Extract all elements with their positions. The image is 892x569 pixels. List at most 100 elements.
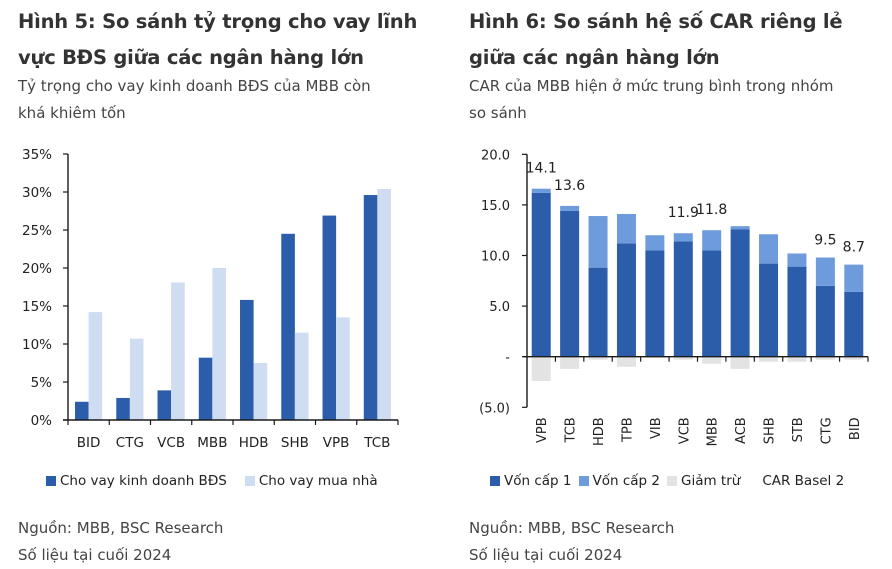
bar-tcb-real-estate-business — [363, 195, 378, 420]
figure-5-legend: Cho vay kinh doanh BĐS Cho vay mua nhà — [46, 473, 396, 489]
legend-label: Vốn cấp 1 — [504, 473, 572, 489]
bar-acb-tier-2 — [730, 226, 750, 230]
bar-hdb-real-estate-business — [240, 299, 254, 420]
x-tick-label-hdb: HDB — [239, 435, 269, 451]
x-tick-label-tpb: TPB — [620, 417, 635, 443]
bar-tpb-deduction — [616, 356, 636, 367]
figure-5-title-line-2: vực BĐS giữa các ngân hàng lớn — [18, 46, 364, 69]
figure-6-legend: Vốn cấp 1 Vốn cấp 2 Giảm trừ CAR Basel 2 — [490, 473, 862, 489]
bar-shb-tier-1 — [759, 263, 779, 357]
bar-ctg-deduction — [815, 356, 835, 360]
y-tick-label: 25% — [22, 223, 52, 239]
bar-vpb-real-estate-business — [322, 215, 337, 420]
bar-shb-tier-2 — [759, 234, 779, 264]
x-tick-label-tcb: TCB — [363, 435, 390, 451]
bar-bid-tier-1 — [844, 291, 864, 357]
figure-6-subtitle-line-2: so sánh — [469, 104, 527, 122]
y-tick-label: 15.0 — [481, 199, 510, 214]
bar-vcb-tier-1 — [673, 241, 693, 357]
legend-item-car-basel-2: CAR Basel 2 — [762, 473, 844, 489]
bar-vpb-home-loans — [336, 317, 350, 420]
figure-6-chart: (5.0) - 5.0 10.0 15.0 20.0 VPB TCB HDB TPB VIB VCB M… — [479, 148, 869, 446]
x-tick-label-vcb: VCB — [157, 435, 185, 451]
bar-tcb-tier-1 — [560, 210, 580, 357]
car-basel-2-label-ctg: 9.5 — [814, 233, 836, 249]
figure-5-title-line-1: Hình 5: So sánh tỷ trọng cho vay lĩnh — [18, 10, 418, 33]
figure-5-footer: Nguồn: MBB, BSC Research Số liệu tại cuố… — [18, 515, 223, 569]
figure-6-title-line-2: giữa các ngân hàng lớn — [469, 46, 720, 69]
bar-vcb-deduction — [673, 356, 693, 360]
figure-6-title: Hình 6: So sánh hệ số CAR riêng lẻ giữa … — [469, 4, 889, 76]
bar-shb-deduction — [759, 356, 779, 362]
bar-ctg-tier-2 — [815, 257, 835, 286]
y-tick-label: 20.0 — [481, 148, 510, 163]
bar-tcb-tier-2 — [560, 205, 580, 211]
bar-vib-tier-1 — [645, 250, 665, 357]
x-tick-label-ctg: CTG — [819, 417, 834, 444]
y-tick-label: 10% — [22, 337, 52, 353]
figure-5-source: Nguồn: MBB, BSC Research — [18, 519, 224, 537]
y-tick-label: 5% — [31, 375, 53, 391]
legend-item-home-loans: Cho vay mua nhà — [244, 473, 378, 489]
bar-vpb-deduction — [531, 356, 551, 381]
x-tick-label-bid: BID — [77, 435, 101, 451]
y-tick-label: 0% — [31, 413, 53, 429]
legend-item-deductions: Giảm trừ — [667, 473, 740, 489]
x-tick-label-tcb: TCB — [564, 417, 579, 443]
x-tick-label-shb: SHB — [281, 435, 309, 451]
bar-bid-tier-2 — [844, 264, 864, 292]
car-basel-2-label-tcb: 13.6 — [554, 178, 585, 194]
bar-mbb-real-estate-business — [198, 357, 213, 420]
figure-6-panel: Hình 6: So sánh hệ số CAR riêng lẻ giữa … — [446, 0, 892, 564]
legend-label: Cho vay kinh doanh BĐS — [60, 473, 227, 489]
bar-hdb-home-loans — [253, 363, 268, 420]
x-tick-label-mbb: MBB — [197, 435, 227, 451]
bar-tpb-tier-2 — [616, 214, 636, 244]
x-tick-label-stb: STB — [791, 417, 806, 442]
figure-6-source: Nguồn: MBB, BSC Research — [469, 519, 675, 537]
bar-mbb-tier-1 — [702, 250, 722, 357]
bar-bid-real-estate-business — [75, 401, 89, 420]
bar-mbb-tier-2 — [702, 230, 722, 251]
bar-vib-tier-2 — [645, 235, 665, 251]
figure-6-footer: Nguồn: MBB, BSC Research Số liệu tại cuố… — [469, 515, 674, 569]
figure-6-note: Số liệu tại cuối 2024 — [469, 546, 623, 564]
car-basel-2-label-mbb: 11.8 — [696, 202, 727, 218]
bar-hdb-tier-2 — [588, 216, 608, 268]
figure-5-subtitle-line-1: Tỷ trọng cho vay kinh doanh BĐS của MBB … — [18, 77, 371, 95]
bar-bid-deduction — [844, 356, 864, 360]
y-tick-label: 30% — [22, 185, 52, 201]
bar-vcb-real-estate-business — [157, 390, 172, 420]
legend-label: Vốn cấp 2 — [592, 473, 661, 489]
figure-6-title-line-1: Hình 6: So sánh hệ số CAR riêng lẻ — [469, 10, 843, 33]
bar-hdb-tier-1 — [588, 267, 608, 357]
bar-tcb-home-loans — [377, 188, 391, 420]
legend-item-tier-2-capital: Vốn cấp 2 — [578, 473, 661, 489]
legend-item-real-estate-business-loans: Cho vay kinh doanh BĐS — [46, 473, 227, 489]
bar-tcb-deduction — [560, 356, 580, 369]
legend-item-tier-1-capital: Vốn cấp 1 — [490, 473, 572, 489]
bar-stb-deduction — [787, 356, 807, 362]
figure-5-subtitle: Tỷ trọng cho vay kinh doanh BĐS của MBB … — [18, 73, 438, 127]
bar-tpb-tier-1 — [616, 243, 636, 357]
bar-vpb-tier-2 — [531, 188, 551, 193]
figure-5-subtitle-line-2: khá khiêm tốn — [18, 104, 126, 122]
x-tick-label-vpb: VPB — [323, 435, 350, 451]
figure-5-title: Hình 5: So sánh tỷ trọng cho vay lĩnh vự… — [18, 4, 438, 76]
x-tick-label-acb: ACB — [734, 417, 749, 444]
legend-label: CAR Basel 2 — [762, 473, 845, 489]
x-tick-label-hdb: HDB — [592, 417, 607, 446]
x-tick-label-ctg: CTG — [116, 435, 144, 451]
y-tick-label: 10.0 — [481, 250, 510, 265]
legend-label: Giảm trừ — [681, 473, 741, 489]
bar-mbb-home-loans — [212, 268, 226, 420]
figure-5-note: Số liệu tại cuối 2024 — [18, 546, 172, 564]
figure-6-subtitle: CAR của MBB hiện ở mức trung bình trong … — [469, 73, 889, 127]
y-tick-label: (5.0) — [479, 401, 510, 416]
bar-ctg-real-estate-business — [116, 397, 130, 420]
bar-vcb-tier-2 — [673, 233, 693, 242]
x-tick-label-shb: SHB — [763, 417, 778, 444]
bar-stb-tier-1 — [787, 266, 807, 357]
y-tick-label: 15% — [22, 299, 52, 315]
x-tick-label-vib: VIB — [649, 417, 664, 439]
